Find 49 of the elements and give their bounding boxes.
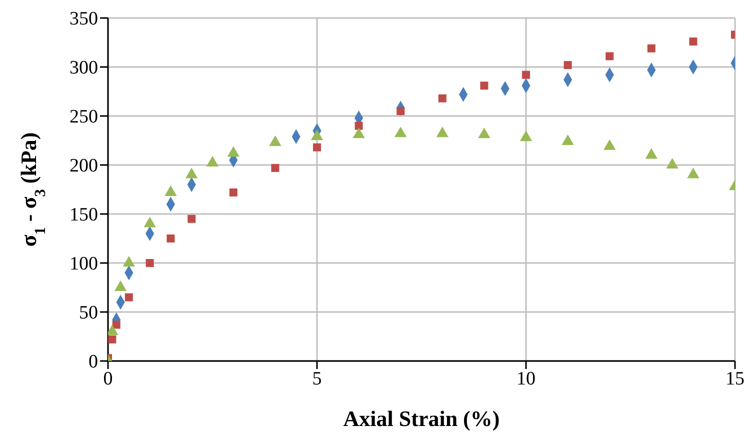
x-tick-label: 10 (516, 368, 536, 390)
point (436, 126, 448, 138)
point (352, 128, 365, 138)
y-tick-label: 150 (70, 204, 98, 226)
y-tick-label: 50 (79, 302, 98, 324)
point (146, 259, 154, 267)
point (394, 126, 407, 138)
point (166, 234, 175, 242)
y-tick-label: 250 (70, 106, 98, 128)
point (124, 293, 133, 302)
point (108, 335, 116, 344)
point (188, 214, 196, 223)
point (480, 82, 488, 90)
point (689, 38, 698, 46)
point (186, 168, 198, 178)
point (687, 168, 700, 178)
x-tick-label: 0 (103, 368, 113, 390)
point (562, 134, 574, 145)
point (564, 61, 572, 70)
point (206, 156, 219, 167)
point (438, 94, 446, 102)
y-tick-label: 200 (70, 156, 98, 177)
point (269, 135, 282, 146)
point (354, 122, 363, 130)
y-tick-label: 100 (70, 254, 98, 275)
point (313, 143, 321, 152)
point (164, 185, 177, 196)
point (227, 146, 240, 157)
point (645, 148, 658, 159)
y-tick-label: 300 (70, 58, 98, 79)
x-axis-title: Axial Strain (%) (343, 406, 500, 431)
point (114, 280, 127, 292)
point (666, 158, 678, 169)
point (122, 256, 135, 267)
point (647, 44, 656, 52)
point (310, 130, 324, 140)
point (604, 139, 616, 150)
point (229, 188, 238, 196)
x-tick-label: 5 (312, 368, 322, 390)
point (522, 70, 530, 79)
point (478, 128, 490, 138)
point (520, 130, 532, 142)
point (271, 164, 280, 172)
point (606, 52, 614, 60)
point (112, 320, 120, 329)
y-tick-label: 0 (88, 352, 98, 373)
point (144, 216, 156, 228)
x-tick-label: 15 (726, 368, 744, 390)
y-tick-label: 350 (70, 8, 98, 30)
